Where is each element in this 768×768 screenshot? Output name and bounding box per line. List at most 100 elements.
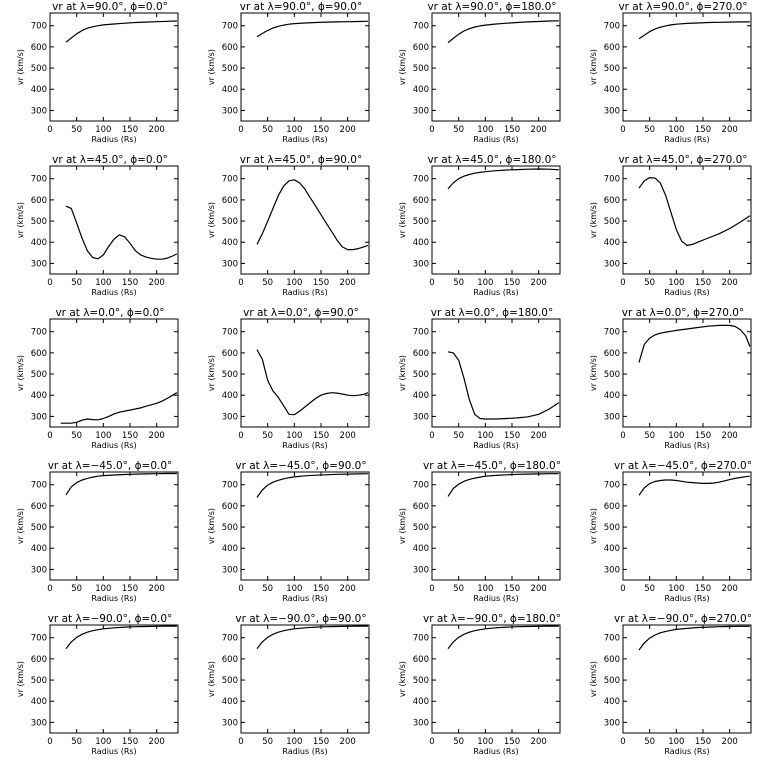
x-tick-label: 0 (429, 125, 434, 135)
chart-title: vr at λ=−90.0°, ϕ=270.0° (614, 613, 752, 625)
y-axis-label: vr (km/s) (207, 202, 216, 238)
x-tick-label: 0 (620, 737, 625, 747)
series-line (638, 177, 751, 246)
x-tick-label: 0 (429, 278, 434, 288)
plot-frame (49, 12, 179, 122)
y-tick-label: 300 (31, 718, 47, 728)
series-line (447, 20, 559, 44)
y-tick-label: 300 (222, 259, 238, 269)
y-tick-label: 600 (31, 43, 47, 53)
x-axis-label: Radius (Rs) (91, 135, 136, 144)
plot-frame (622, 165, 752, 275)
x-tick-label: 100 (668, 431, 684, 441)
x-tick-label: 0 (620, 431, 625, 441)
x-tick-label: 50 (262, 278, 273, 288)
series-line (60, 392, 178, 424)
y-tick-label: 600 (31, 655, 47, 665)
y-tick-label: 700 (604, 481, 620, 491)
y-tick-label: 400 (31, 238, 47, 248)
y-tick-label: 600 (604, 43, 620, 53)
x-tick-label: 100 (95, 737, 111, 747)
x-tick-label: 50 (262, 584, 273, 594)
y-tick-label: 700 (413, 634, 429, 644)
y-axis-label: vr (km/s) (16, 355, 25, 391)
y-tick-label: 600 (222, 349, 238, 359)
series-line (638, 324, 751, 363)
x-tick-label: 0 (429, 737, 434, 747)
series-line (447, 168, 559, 190)
x-tick-label: 0 (47, 584, 52, 594)
x-tick-label: 200 (149, 584, 165, 594)
x-tick-label: 200 (722, 278, 738, 288)
y-tick-label: 600 (222, 196, 238, 206)
series-line (447, 625, 559, 650)
x-axis-label: Radius (Rs) (282, 288, 327, 297)
plot-frame (622, 624, 752, 734)
series-line (65, 205, 178, 260)
x-tick-label: 150 (695, 125, 711, 135)
x-tick-label: 100 (95, 278, 111, 288)
chart-title: vr at λ=0.0°, ϕ=180.0° (431, 307, 553, 319)
y-tick-label: 400 (31, 85, 47, 95)
chart-title: vr at λ=45.0°, ϕ=0.0° (52, 154, 168, 166)
x-tick-label: 150 (122, 431, 138, 441)
y-tick-label: 300 (222, 412, 238, 422)
x-tick-label: 100 (668, 125, 684, 135)
y-tick-label: 300 (222, 106, 238, 116)
chart-panel: vr at λ=−45.0°, ϕ=0.0° 0 50 100 150 200 300 400… (16, 460, 179, 603)
x-tick-label: 200 (722, 125, 738, 135)
x-tick-label: 50 (71, 125, 82, 135)
x-tick-label: 100 (95, 431, 111, 441)
series-line (447, 473, 559, 497)
y-axis-label: vr (km/s) (589, 661, 598, 697)
x-tick-label: 100 (286, 584, 302, 594)
chart-title: vr at λ=90.0°, ϕ=90.0° (240, 1, 362, 13)
x-tick-label: 50 (453, 737, 464, 747)
chart-panel: vr at λ=90.0°, ϕ=180.0° 0 50 100 150 200 300 40… (398, 1, 561, 144)
plot-frame (240, 471, 370, 581)
x-axis-label: Radius (Rs) (664, 747, 709, 756)
y-axis-label: vr (km/s) (398, 661, 407, 697)
x-axis-label: Radius (Rs) (91, 747, 136, 756)
y-tick-label: 500 (413, 217, 429, 227)
x-tick-label: 100 (286, 431, 302, 441)
x-axis-label: Radius (Rs) (91, 594, 136, 603)
plot-frame (49, 471, 179, 581)
x-tick-label: 150 (122, 737, 138, 747)
y-axis-label: vr (km/s) (16, 508, 25, 544)
chart-panel: vr at λ=−90.0°, ϕ=270.0° 0 50 100 150 200 300 4… (589, 613, 752, 756)
x-tick-label: 100 (95, 125, 111, 135)
y-tick-label: 500 (31, 523, 47, 533)
x-tick-label: 200 (722, 584, 738, 594)
x-tick-label: 200 (149, 278, 165, 288)
y-tick-label: 600 (222, 655, 238, 665)
y-tick-label: 600 (604, 502, 620, 512)
y-tick-label: 400 (413, 697, 429, 707)
x-tick-label: 150 (504, 431, 520, 441)
chart-panel: vr at λ=−45.0°, ϕ=180.0° 0 50 100 150 200 300 4… (398, 460, 561, 603)
chart-panel: vr at λ=−90.0°, ϕ=0.0° 0 50 100 150 200 300 400… (16, 613, 179, 756)
x-tick-label: 150 (504, 278, 520, 288)
x-tick-label: 100 (286, 737, 302, 747)
x-tick-label: 0 (238, 125, 243, 135)
x-tick-label: 150 (504, 125, 520, 135)
x-tick-label: 50 (262, 431, 273, 441)
x-tick-label: 150 (695, 737, 711, 747)
x-tick-label: 200 (531, 278, 547, 288)
chart-panel: vr at λ=0.0°, ϕ=270.0° 0 50 100 150 200 300 400… (589, 307, 752, 450)
x-tick-label: 200 (531, 125, 547, 135)
x-tick-label: 150 (504, 584, 520, 594)
y-tick-label: 500 (31, 676, 47, 686)
chart-title: vr at λ=0.0°, ϕ=270.0° (622, 307, 744, 319)
y-tick-label: 600 (413, 196, 429, 206)
y-tick-label: 300 (604, 259, 620, 269)
series-line (65, 472, 177, 496)
chart-title: vr at λ=90.0°, ϕ=180.0° (427, 1, 556, 13)
y-tick-label: 500 (222, 523, 238, 533)
x-tick-label: 150 (695, 431, 711, 441)
y-tick-label: 300 (604, 106, 620, 116)
x-tick-label: 100 (477, 125, 493, 135)
chart-panel: vr at λ=−90.0°, ϕ=90.0° 0 50 100 150 200 300 40… (207, 613, 370, 756)
plot-frame (622, 318, 752, 428)
x-axis-label: Radius (Rs) (282, 441, 327, 450)
